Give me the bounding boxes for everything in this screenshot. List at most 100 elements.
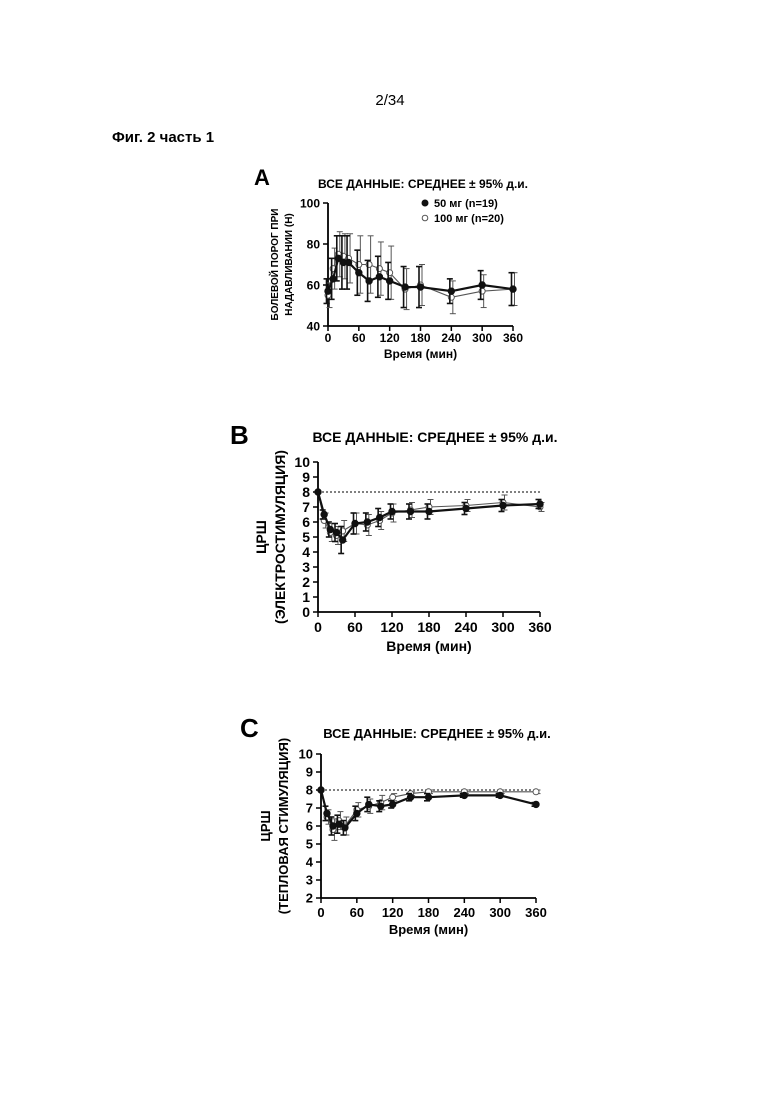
data-point [340, 537, 346, 543]
x-tick-label: 60 [347, 619, 363, 635]
x-tick-label: 240 [453, 905, 475, 920]
data-point [418, 284, 424, 290]
data-point [325, 288, 331, 294]
y-axis-label: ЦРШ [258, 810, 273, 841]
y-tick-label: 3 [306, 873, 313, 888]
chart-panel-a: ВСЕ ДАННЫЕ: СРЕДНЕЕ ± 95% д.и.4060801000… [0, 0, 780, 1103]
y-tick-label: 8 [306, 783, 313, 798]
data-point [537, 501, 543, 507]
data-point [448, 288, 454, 294]
data-point [321, 512, 327, 518]
data-point [408, 794, 414, 800]
data-point [364, 519, 370, 525]
y-tick-label: 100 [300, 196, 320, 210]
chart-title: ВСЕ ДАННЫЕ: СРЕДНЕЕ ± 95% д.и. [312, 429, 557, 445]
y-axis-label: НАДАВЛИВАНИИ (Н) [284, 213, 295, 316]
x-axis-label: Время (мин) [389, 922, 468, 937]
legend-marker [422, 215, 428, 221]
data-point [354, 810, 360, 816]
y-tick-label: 60 [307, 278, 321, 292]
y-tick-label: 80 [307, 237, 321, 251]
y-tick-label: 1 [302, 589, 310, 605]
y-tick-label: 6 [306, 819, 313, 834]
y-axis-label: БОЛЕВОЙ ПОРОГ ПРИ [268, 209, 281, 321]
data-point [408, 509, 414, 515]
legend-marker [422, 200, 428, 206]
y-tick-label: 40 [307, 319, 321, 333]
data-point [356, 270, 362, 276]
data-point [497, 792, 503, 798]
data-point [330, 823, 336, 829]
x-tick-label: 180 [417, 619, 441, 635]
x-tick-label: 0 [325, 331, 332, 345]
y-tick-label: 10 [299, 747, 313, 762]
x-tick-label: 120 [380, 619, 404, 635]
data-point [318, 787, 324, 793]
x-tick-label: 0 [314, 619, 322, 635]
data-point [389, 509, 395, 515]
data-point [376, 274, 382, 280]
x-tick-label: 360 [503, 331, 523, 345]
y-axis-label: (ЭЛЕКТРОСТИМУЛЯЦИЯ) [272, 450, 288, 624]
x-tick-label: 120 [382, 905, 404, 920]
chart-title: ВСЕ ДАННЫЕ: СРЕДНЕЕ ± 95% д.и. [323, 726, 551, 741]
data-point [533, 789, 539, 795]
data-point [500, 503, 506, 509]
y-tick-label: 10 [294, 454, 310, 470]
y-tick-label: 4 [306, 855, 314, 870]
data-point [366, 278, 372, 284]
x-tick-label: 240 [454, 619, 478, 635]
data-point [324, 810, 330, 816]
y-tick-label: 5 [302, 529, 310, 545]
data-point [352, 521, 358, 527]
data-point [533, 801, 539, 807]
x-tick-label: 60 [352, 331, 366, 345]
y-tick-label: 4 [302, 544, 310, 560]
y-tick-label: 8 [302, 484, 310, 500]
data-point [366, 801, 372, 807]
legend-label: 100 мг (n=20) [434, 213, 504, 225]
x-tick-label: 300 [491, 619, 515, 635]
y-tick-label: 2 [306, 891, 313, 906]
x-tick-label: 180 [410, 331, 430, 345]
x-tick-label: 300 [472, 331, 492, 345]
data-point [378, 803, 384, 809]
data-point [426, 794, 432, 800]
chart-title: ВСЕ ДАННЫЕ: СРЕДНЕЕ ± 95% д.и. [318, 177, 528, 191]
y-tick-label: 0 [302, 604, 310, 620]
data-point [334, 530, 340, 536]
x-axis-label: Время (мин) [386, 638, 471, 654]
data-point [479, 282, 485, 288]
data-point [461, 792, 467, 798]
panel-c-group: ВСЕ ДАННЫЕ: СРЕДНЕЕ ± 95% д.и. 2 3 4 5 6 7 8 9 10… [258, 726, 551, 937]
x-tick-label: 0 [317, 905, 324, 920]
x-tick-label: 240 [441, 331, 461, 345]
data-point [330, 276, 336, 282]
data-point [327, 527, 333, 533]
data-point [390, 794, 396, 800]
data-point [426, 509, 432, 515]
data-point [315, 489, 321, 495]
x-tick-label: 300 [489, 905, 511, 920]
panel-a-group: ВСЕ ДАННЫЕ: СРЕДНЕЕ ± 95% д.и. 40 60 80 100 0… [268, 177, 528, 361]
legend-label: 50 мг (n=19) [434, 198, 498, 210]
y-tick-label: 2 [302, 574, 310, 590]
data-point [390, 801, 396, 807]
y-tick-label: 9 [306, 765, 313, 780]
y-tick-label: 7 [306, 801, 313, 816]
data-point [402, 284, 408, 290]
x-tick-label: 360 [525, 905, 547, 920]
x-tick-label: 120 [380, 331, 400, 345]
panel-b-group: ВСЕ ДАННЫЕ: СРЕДНЕЕ ± 95% д.и.0123456789… [253, 429, 558, 654]
y-tick-label: 9 [302, 469, 310, 485]
data-point [387, 278, 393, 284]
data-point [346, 259, 352, 265]
x-tick-label: 180 [418, 905, 440, 920]
data-point [336, 821, 342, 827]
x-axis-label: Время (мин) [384, 347, 457, 361]
y-axis-label: (ТЕПЛОВАЯ СТИМУЛЯЦИЯ) [276, 738, 291, 914]
x-tick-label: 60 [350, 905, 364, 920]
y-tick-label: 5 [306, 837, 313, 852]
y-tick-label: 3 [302, 559, 310, 575]
data-point [377, 515, 383, 521]
